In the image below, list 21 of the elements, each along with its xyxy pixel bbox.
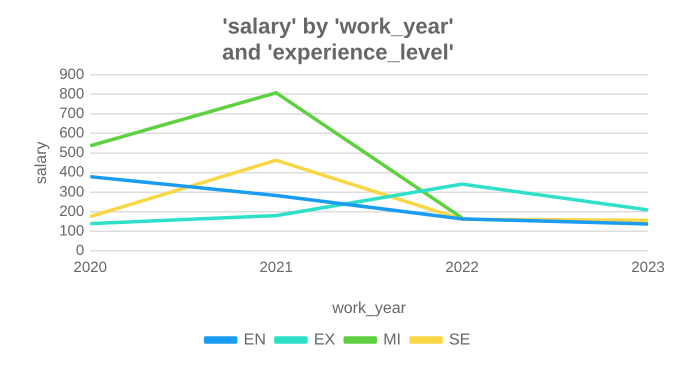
x-tick-label: 2020: [74, 258, 107, 276]
y-tick-label: 300: [59, 183, 84, 200]
y-tick-label: 0: [76, 242, 84, 259]
x-tick-label: 2022: [445, 258, 479, 276]
y-axis-title: salary: [33, 141, 50, 184]
y-tick-label: 100: [59, 222, 84, 240]
legend-label: EX: [314, 331, 336, 348]
x-axis-title: work_year: [331, 300, 407, 317]
y-tick-label: 200: [59, 202, 84, 220]
legend-label: EN: [244, 331, 266, 348]
y-tick-label: 600: [59, 124, 84, 142]
legend-label: MI: [383, 331, 402, 348]
y-tick-label: 700: [59, 105, 84, 122]
legend-label: SE: [449, 331, 470, 348]
y-tick-label: 400: [59, 164, 84, 181]
chart-title: 'salary' by 'work_year' and 'experience_level': [222, 13, 454, 65]
x-tick-label: 2021: [259, 258, 293, 276]
y-tick-label: 800: [59, 85, 84, 102]
y-tick-label: 900: [59, 66, 84, 83]
x-tick-label: 2023: [631, 258, 665, 276]
y-tick-label: 500: [59, 144, 84, 162]
